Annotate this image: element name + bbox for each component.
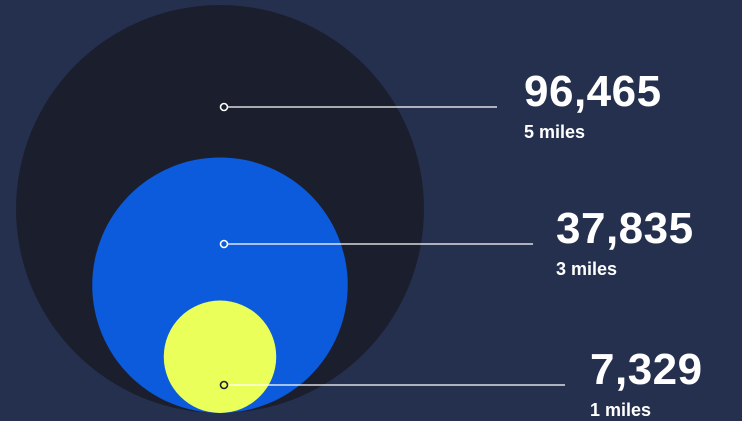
marker-dot-5-miles [219,102,229,112]
value-label-1-miles: 7,329 [590,345,703,394]
bubble-group [16,5,424,413]
radius-label-3-miles: 3 miles [556,259,617,279]
marker-dot-1-miles [219,380,229,390]
radius-label-1-miles: 1 miles [590,400,651,420]
value-label-3-miles: 37,835 [556,204,694,253]
bubble-1-miles [163,300,277,413]
value-label-5-miles: 96,465 [524,67,662,116]
label-group: 96,465 5 miles 37,835 3 miles 7,329 1 miles [524,67,703,420]
leader-group [219,102,565,390]
bubble-3-miles [92,157,348,413]
radius-label-5-miles: 5 miles [524,122,585,142]
marker-dot-3-miles [219,239,229,249]
